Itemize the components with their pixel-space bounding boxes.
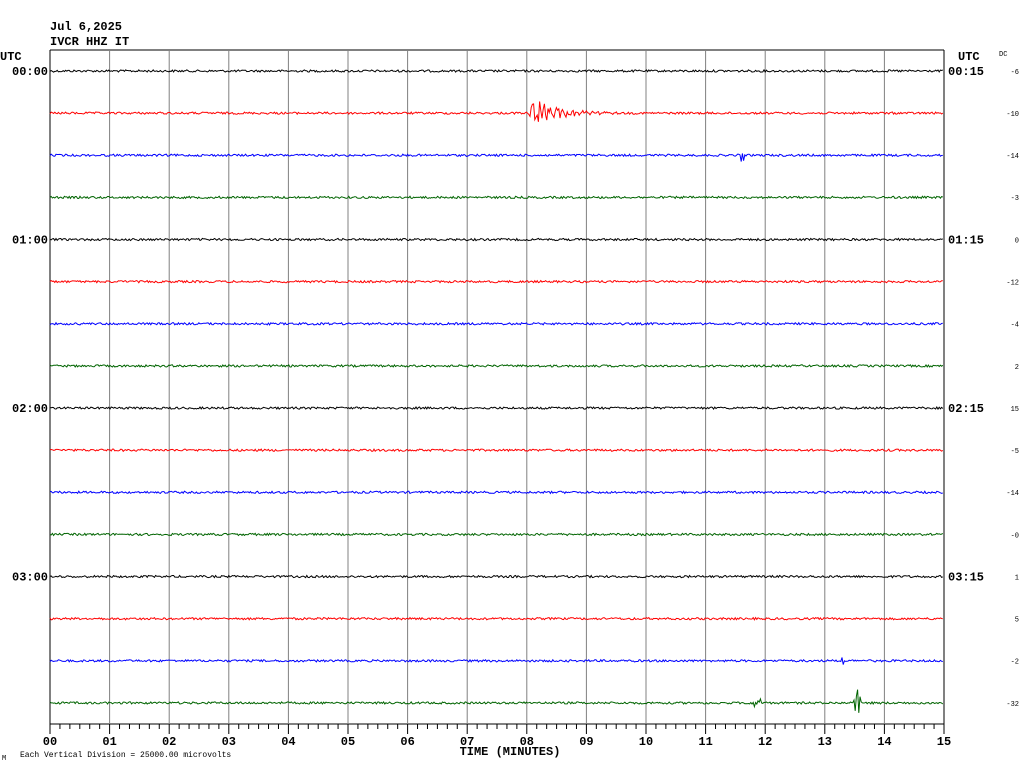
- dc-value: -2: [1011, 659, 1019, 667]
- x-tick-label: 07: [460, 735, 474, 749]
- dc-value: -5: [1011, 448, 1019, 456]
- dc-value: -3: [1011, 195, 1019, 203]
- x-tick-label: 03: [222, 735, 236, 749]
- dc-value: 5: [1015, 617, 1019, 625]
- trace: [49, 532, 944, 537]
- trace: [49, 657, 943, 665]
- x-tick-label: 15: [937, 735, 951, 749]
- dc-value: 1: [1015, 574, 1019, 582]
- trace: [49, 448, 944, 453]
- right-axis-title: UTC: [958, 50, 980, 64]
- x-tick-label: 10: [639, 735, 653, 749]
- corner-mark: M: [2, 755, 6, 763]
- x-tick-label: 04: [281, 735, 295, 749]
- x-tick-label: 14: [877, 735, 891, 749]
- x-tick-label: 09: [579, 735, 593, 749]
- x-tick-label: 08: [520, 735, 534, 749]
- dc-value: -10: [1006, 111, 1019, 119]
- trace: [49, 279, 943, 284]
- trace: [49, 363, 944, 368]
- dc-value: -0: [1011, 532, 1019, 540]
- dc-value: -32: [1006, 701, 1019, 709]
- station: IVCR HHZ IT: [50, 35, 129, 49]
- trace: [49, 68, 943, 73]
- dc-value: 15: [1011, 406, 1019, 414]
- x-tick-label: 13: [818, 735, 832, 749]
- dc-value: -6: [1011, 69, 1019, 77]
- x-tick-label: 06: [400, 735, 414, 749]
- trace: [49, 490, 943, 495]
- trace: [49, 321, 943, 326]
- left-axis-title: UTC: [0, 50, 22, 64]
- dc-value: 2: [1015, 364, 1019, 372]
- dc-value: -4: [1011, 322, 1019, 330]
- dc-value: -14: [1006, 153, 1019, 161]
- trace: [49, 237, 943, 242]
- trace: [49, 689, 944, 713]
- left-time-label: 01:00: [12, 234, 48, 248]
- left-time-label: 03:00: [12, 571, 48, 585]
- right-time-label: 01:15: [948, 234, 984, 248]
- left-time-label: 02:00: [12, 402, 48, 416]
- left-time-label: 00:00: [12, 65, 48, 79]
- right-time-label: 02:15: [948, 402, 984, 416]
- dc-value: -14: [1006, 490, 1019, 498]
- trace: [49, 101, 944, 122]
- trace: [49, 195, 943, 200]
- x-tick-label: 05: [341, 735, 355, 749]
- right-time-label: 03:15: [948, 571, 984, 585]
- trace: [49, 153, 943, 162]
- x-tick-label: 02: [162, 735, 176, 749]
- date: Jul 6,2025: [50, 20, 122, 34]
- footnote: Each Vertical Division = 25000.00 microv…: [20, 751, 231, 760]
- dc-value: 0: [1015, 237, 1019, 245]
- x-tick-label: 00: [43, 735, 57, 749]
- dc-value: -12: [1006, 279, 1019, 287]
- trace: [49, 574, 944, 579]
- trace: [49, 616, 943, 621]
- x-tick-label: 12: [758, 735, 772, 749]
- x-axis-title: TIME (MINUTES): [460, 745, 561, 759]
- trace: [50, 406, 944, 411]
- dc-title: DC: [999, 51, 1007, 59]
- x-tick-label: 01: [102, 735, 116, 749]
- x-tick-label: 11: [698, 735, 712, 749]
- right-time-label: 00:15: [948, 65, 984, 79]
